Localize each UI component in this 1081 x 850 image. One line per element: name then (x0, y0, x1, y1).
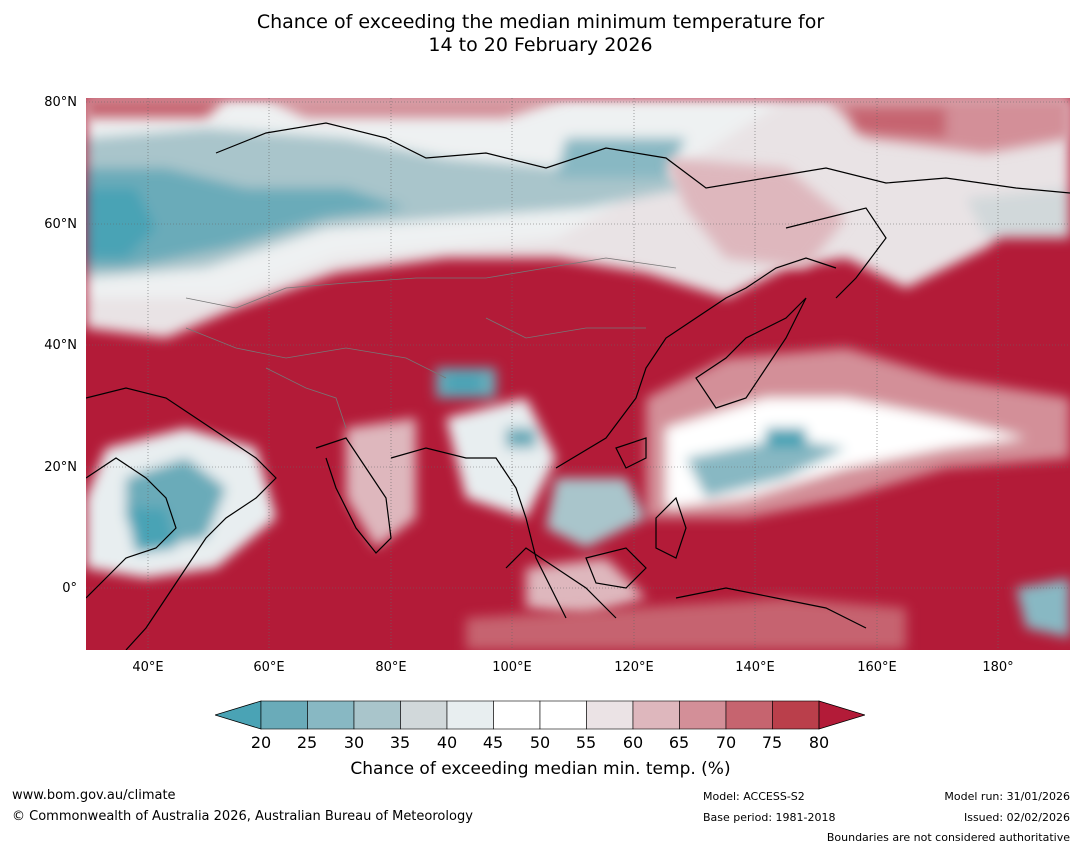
boundaries-note: Boundaries are not considered authoritat… (826, 831, 1070, 844)
map-title-line-1: Chance of exceeding the median minimum t… (256, 11, 825, 33)
model-name: Model: ACCESS-S2 (703, 790, 805, 803)
colorbar-tick-55: 55 (575, 733, 597, 752)
website-link[interactable]: www.bom.gov.au/climate (12, 788, 176, 803)
colorbar-segment (632, 700, 680, 730)
y-axis-label-20n: 20°N (44, 460, 77, 475)
colorbar-tick-65: 65 (668, 733, 690, 752)
colorbar-segment (679, 700, 727, 730)
colorbar-tick-75: 75 (761, 733, 783, 752)
model-run-date: Model run: 31/01/2026 (944, 790, 1070, 803)
colorbar-extend-high (818, 700, 865, 730)
colorbar-segment (353, 700, 401, 730)
issued-date: Issued: 02/02/2026 (963, 811, 1070, 824)
colorbar-segment (260, 700, 308, 730)
country-boundaries (185, 257, 677, 429)
north-red-patches (86, 98, 1070, 268)
x-axis-label-80e: 80°E (375, 660, 407, 675)
x-axis-label-40e: 40°E (132, 660, 164, 675)
colorbar-extend-low (215, 700, 262, 730)
graticule (86, 98, 1070, 650)
india-light-region (346, 368, 646, 618)
colorbar-segment (493, 700, 541, 730)
colorbar-tick-30: 30 (343, 733, 365, 752)
colorbar-tick-60: 60 (622, 733, 644, 752)
colorbar-tick-40: 40 (436, 733, 458, 752)
x-axis-label-120e: 120°E (614, 660, 654, 675)
colorbar-segment (400, 700, 448, 730)
colorbar-segment (772, 700, 820, 730)
map-title-line-2: 14 to 20 February 2026 (428, 34, 653, 56)
map-svg (86, 98, 1070, 650)
colorbar-tick-70: 70 (715, 733, 737, 752)
colorbar-tick-25: 25 (296, 733, 318, 752)
colorbar-tick-45: 45 (482, 733, 504, 752)
copyright-text: © Commonwealth of Australia 2026, Austra… (12, 809, 473, 824)
colorbar-tick-20: 20 (250, 733, 272, 752)
colorbar-segment (586, 700, 634, 730)
x-axis-label-60e: 60°E (253, 660, 285, 675)
colorbar-label: Chance of exceeding median min. temp. (%… (350, 759, 731, 779)
x-axis-label-100e: 100°E (492, 660, 532, 675)
probability-map (86, 98, 1070, 650)
x-axis-label-160e: 160°E (857, 660, 897, 675)
base-period: Base period: 1981-2018 (703, 811, 836, 824)
pacific-light-band (646, 348, 1070, 518)
colorbar-tick-50: 50 (529, 733, 551, 752)
y-axis-label-80n: 80°N (44, 95, 77, 110)
y-axis-label-0: 0° (62, 581, 77, 596)
y-axis-label-60n: 60°N (44, 217, 77, 232)
colorbar-tick-80: 80 (808, 733, 830, 752)
x-axis-label-180: 180° (982, 660, 1014, 675)
colorbar-segment (446, 700, 494, 730)
colorbar-segment (539, 700, 587, 730)
arabia-light-region (86, 428, 276, 578)
colorbar-segment (307, 700, 355, 730)
colorbar (215, 700, 865, 730)
colorbar-segment (725, 700, 773, 730)
y-axis-label-40n: 40°N (44, 338, 77, 353)
colorbar-tick-35: 35 (389, 733, 411, 752)
south-pacific-light-region (466, 578, 1070, 650)
x-axis-label-140e: 140°E (735, 660, 775, 675)
coastlines (86, 122, 1070, 650)
